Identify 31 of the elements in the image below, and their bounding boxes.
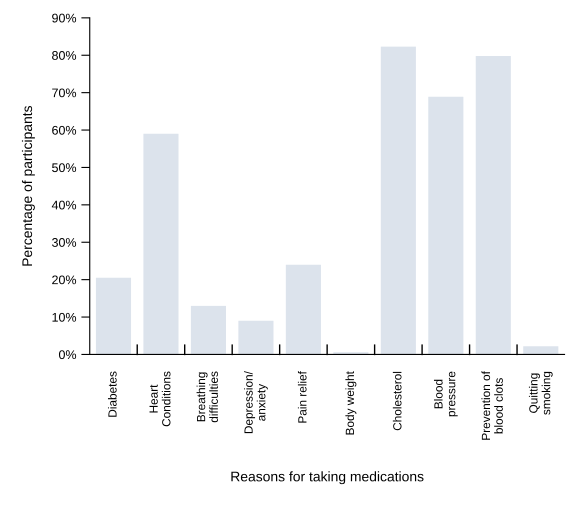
y-axis-title: Percentage of participants — [22, 106, 35, 266]
x-tick-label: Diabetes — [108, 372, 117, 417]
x-tick-label: Pain relief — [298, 371, 307, 423]
x-tick-label: Blood pressure — [434, 372, 458, 416]
bar — [96, 278, 132, 354]
y-tick-label: 90% — [52, 14, 76, 22]
y-tick-label: 60% — [52, 126, 76, 135]
y-tick-label: 40% — [52, 200, 76, 210]
x-tick-label: Body weight — [345, 371, 356, 434]
y-tick-label: 70% — [52, 88, 76, 98]
x-tick-label: Breathing difficulties — [196, 372, 218, 422]
x-axis-title: Reasons for taking medications — [231, 471, 424, 484]
bar — [190, 306, 226, 354]
bar — [380, 46, 416, 354]
bar — [238, 320, 274, 354]
x-tick-label: Prevention of blood clots — [481, 371, 503, 440]
bar — [476, 56, 511, 354]
bar — [428, 96, 464, 354]
x-tick-label: Heart Conditions — [150, 372, 170, 426]
y-tick-label: 80% — [52, 51, 76, 60]
y-tick-label: 30% — [52, 238, 76, 247]
x-tick-label: Depression/ anxiety — [244, 371, 268, 434]
y-tick-label: 20% — [52, 275, 76, 284]
bar — [286, 264, 321, 354]
bar — [523, 346, 558, 354]
y-tick-label: 50% — [52, 163, 76, 172]
bar — [143, 134, 179, 354]
x-tick-label: Quitting smoking — [528, 372, 553, 415]
y-tick-label: 0% — [58, 350, 76, 360]
x-tick-label: Cholesterol — [392, 372, 402, 430]
y-tick-label: 10% — [52, 312, 76, 322]
